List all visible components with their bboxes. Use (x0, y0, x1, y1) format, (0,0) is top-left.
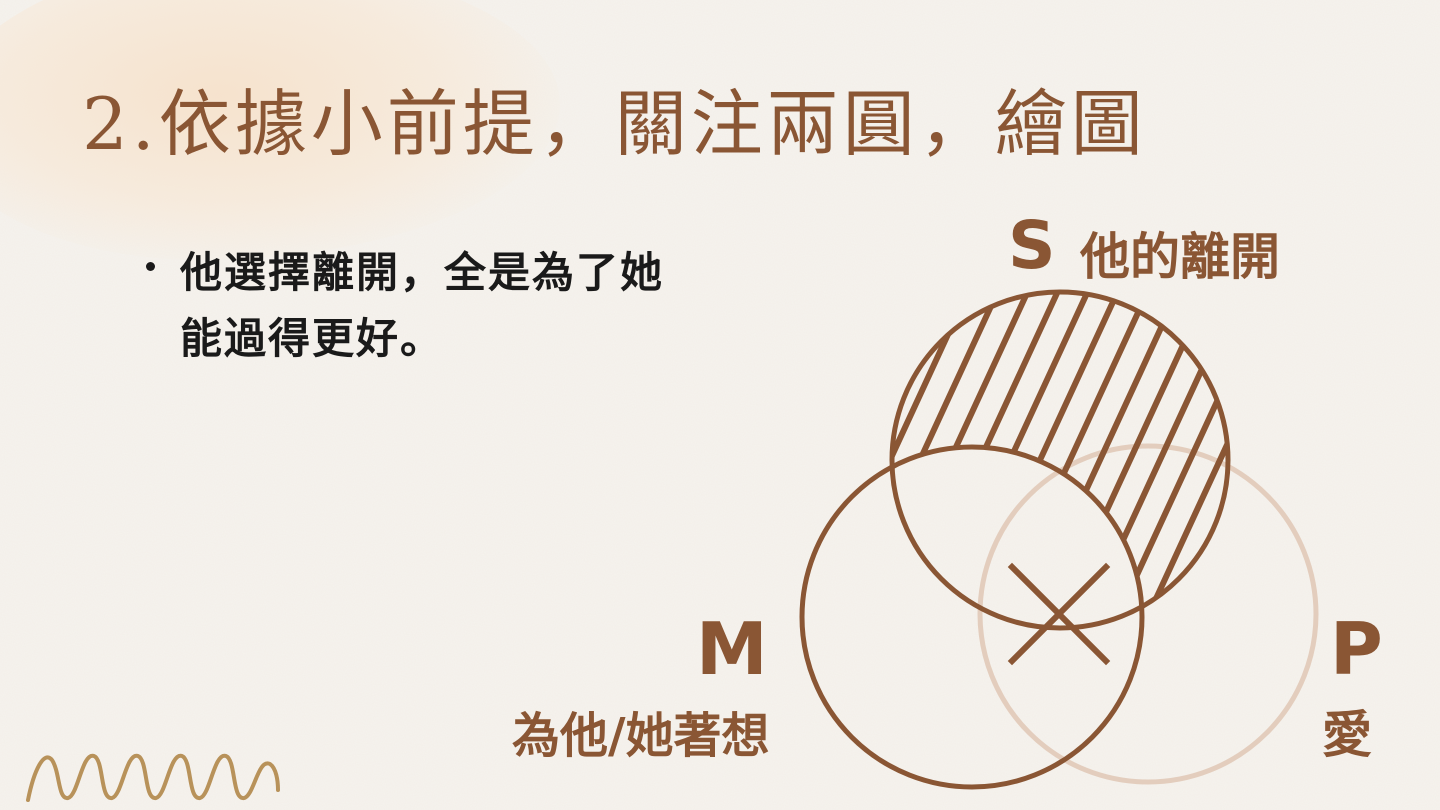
circle-s-term: 他的離開 (1079, 228, 1280, 286)
circle-p-letter: P (1330, 607, 1383, 691)
venn-circle-s (889, 289, 1231, 631)
circle-p-term: 愛 (1322, 706, 1372, 764)
slide-title: 2.依據小前提，關注兩圓，繪圖 (82, 82, 1147, 166)
bullet-dot-icon (146, 262, 155, 271)
zigzag-decoration-icon (26, 753, 280, 802)
circle-s-letter: S (1008, 207, 1056, 284)
venn-circle-p (977, 443, 1319, 785)
bullet-text: 他選擇離開，全是為了她能過得更好。 (180, 248, 665, 363)
cross-mark-icon (1007, 562, 1111, 666)
circle-m-term: 為他/她著想 (512, 708, 770, 764)
circle-m-letter: M (696, 607, 768, 691)
venn-circle-m (799, 444, 1145, 790)
